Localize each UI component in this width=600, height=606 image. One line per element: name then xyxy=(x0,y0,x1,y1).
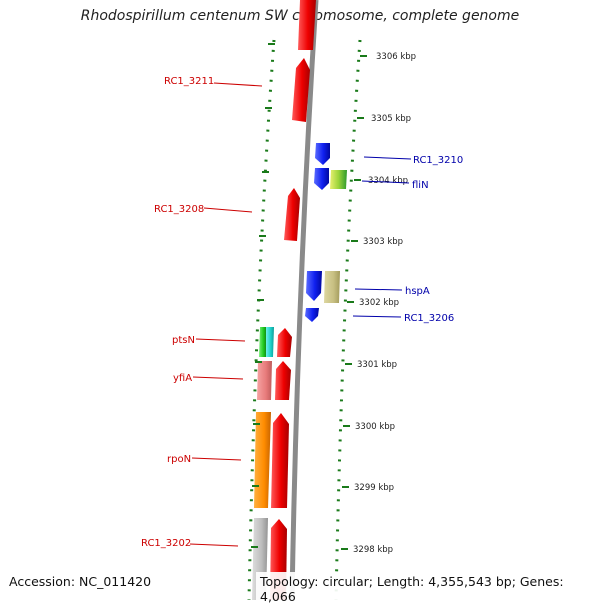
gene-label-rc1-3210: RC1_3210 xyxy=(413,155,463,166)
scale-labels: 3306 kbp 3305 kbp 3304 kbp 3303 kbp 3302… xyxy=(353,52,416,555)
tick-label-3298: 3298 kbp xyxy=(353,545,393,555)
tick-label-3302: 3302 kbp xyxy=(359,298,399,308)
chromosome-backbone xyxy=(289,0,319,600)
reverse-gene-labels: RC1_3210 fliN hspA RC1_3206 xyxy=(352,155,463,324)
gene-arrow-rc1-3209 xyxy=(314,168,329,190)
inner-major-ticks xyxy=(251,43,275,548)
gene-arrow-rc1-3211 xyxy=(292,58,310,122)
accession-text: Accession: NC_011420 xyxy=(9,574,152,589)
gene-box-yfia xyxy=(257,361,272,400)
reverse-strand-genes xyxy=(305,143,347,322)
gene-label-flin: fliN xyxy=(412,180,429,191)
gene-box-ptsn-teal xyxy=(266,327,274,357)
tick-label-3301: 3301 kbp xyxy=(357,360,397,370)
gene-label-rc1-3202: RC1_3202 xyxy=(141,538,191,549)
outer-ruler-ring xyxy=(334,39,362,600)
gene-box-rpon xyxy=(254,412,271,508)
gene-arrow-rc1-3206 xyxy=(305,308,319,322)
gene-arrow-hspa-blue xyxy=(306,271,322,301)
tick-label-3304: 3304 kbp xyxy=(368,176,408,186)
gene-arrow-rpon xyxy=(271,413,289,508)
gene-arrow-rc1-3208 xyxy=(284,188,300,241)
gene-label-ptsn: ptsN xyxy=(172,335,195,346)
tick-label-3303: 3303 kbp xyxy=(363,237,403,247)
gene-label-yfia: yfiA xyxy=(173,373,192,384)
tick-label-3305: 3305 kbp xyxy=(371,114,411,124)
tick-label-3300: 3300 kbp xyxy=(355,422,395,432)
gene-arrow-rc1-3210 xyxy=(315,143,330,165)
gene-box-ptsn-green xyxy=(259,327,266,357)
forward-strand-genes xyxy=(252,0,316,600)
gene-label-hspa: hspA xyxy=(405,286,430,297)
gene-arrow-ptsn xyxy=(277,328,292,357)
inner-ruler-ring xyxy=(247,39,276,600)
outer-major-ticks xyxy=(341,55,367,550)
topology-text: Topology: circular; Length: 4,355,543 bp… xyxy=(256,572,600,606)
gene-label-rpon: rpoN xyxy=(167,454,191,465)
gene-label-rc1-3211: RC1_3211 xyxy=(164,76,214,87)
gene-label-rc1-3208: RC1_3208 xyxy=(154,204,204,215)
gene-box-flin xyxy=(330,170,347,189)
tick-label-3299: 3299 kbp xyxy=(354,483,394,493)
gene-arrow-rc1-3212 xyxy=(298,0,316,50)
gene-label-rc1-3206: RC1_3206 xyxy=(404,313,454,324)
gene-arrow-yfia xyxy=(275,361,291,400)
tick-label-3306: 3306 kbp xyxy=(376,52,416,62)
gene-box-hspa xyxy=(324,271,340,303)
forward-gene-labels: RC1_3211 RC1_3208 ptsN yfiA rpoN RC1_320… xyxy=(141,76,263,549)
